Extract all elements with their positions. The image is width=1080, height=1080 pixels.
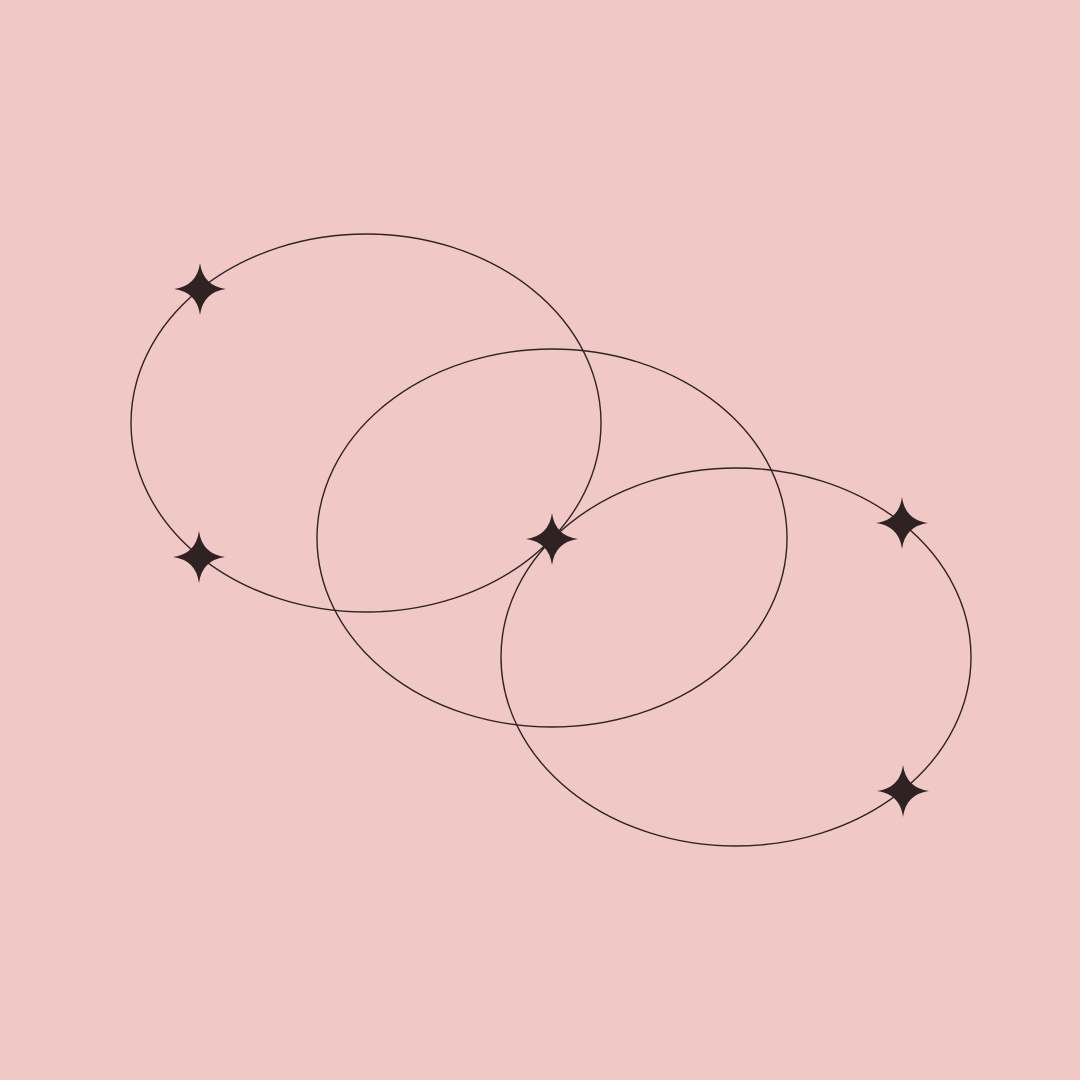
sparkle-icon-right-lower xyxy=(877,765,929,817)
sparkles-group xyxy=(173,263,929,817)
rings-group xyxy=(130,233,972,847)
ring-right xyxy=(500,467,972,847)
sparkle-icon-bottom-left xyxy=(173,531,225,583)
sparkle-icon-center xyxy=(526,513,578,565)
sparkle-icon-top-left xyxy=(174,263,226,315)
ring-left xyxy=(130,233,602,613)
sparkle-icon-right-upper xyxy=(876,497,928,549)
ring-middle xyxy=(316,348,788,728)
